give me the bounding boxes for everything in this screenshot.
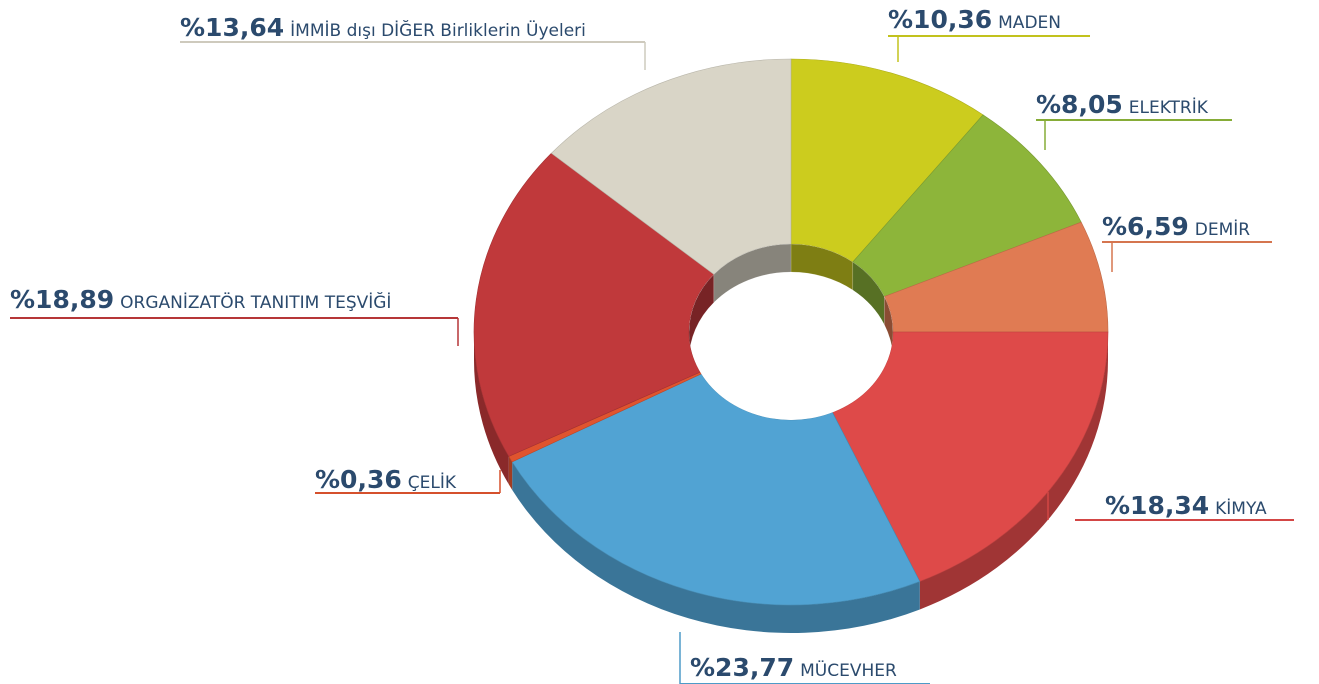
value-label: %23,77 (690, 653, 794, 682)
slice-label: %6,59 DEMİR (1102, 212, 1250, 241)
category-label: İMMİB dışı DİĞER Birliklerin Üyeleri (290, 19, 586, 41)
slice-side (919, 332, 1108, 610)
value-label: %18,34 (1105, 491, 1209, 520)
slice-label: %18,89 ORGANİZATÖR TANITIM TEŞVİĞİ (10, 285, 391, 314)
category-label: ORGANİZATÖR TANITIM TEŞVİĞİ (120, 291, 391, 313)
slice-label: %13,64 İMMİB dışı DİĞER Birliklerin Üyele… (180, 13, 586, 42)
hole-walls (689, 244, 893, 361)
slice-label: %23,77 MÜCEVHER (690, 653, 897, 682)
slice-label: %0,36 ÇELİK (315, 465, 457, 494)
slice-side (508, 456, 513, 490)
category-label: MADEN (998, 13, 1061, 33)
value-label: %13,64 (180, 13, 284, 42)
hole (689, 244, 893, 420)
value-label: %0,36 (315, 465, 402, 494)
value-label: %6,59 (1102, 212, 1189, 241)
slice-side (474, 332, 509, 485)
value-label: %18,89 (10, 285, 114, 314)
category-label: MÜCEVHER (800, 659, 897, 681)
category-label: ÇELİK (408, 472, 457, 493)
hole-wall (790, 244, 854, 291)
value-label: %10,36 (888, 5, 992, 34)
slice-side (512, 461, 920, 633)
category-label: KİMYA (1215, 498, 1267, 519)
category-label: ELEKTRİK (1129, 97, 1209, 118)
slice-label: %10,36 MADEN (888, 5, 1061, 34)
slice-label: %18,34 KİMYA (1105, 491, 1267, 520)
value-label: %8,05 (1036, 90, 1123, 119)
slice-label: %8,05 ELEKTRİK (1036, 90, 1209, 119)
slice (550, 58, 792, 275)
hole-wall (884, 296, 893, 361)
slice-sides (474, 332, 1108, 633)
category-label: DEMİR (1195, 219, 1251, 240)
hole-wall (713, 244, 792, 303)
slices (473, 58, 1109, 606)
hole-wall (852, 261, 885, 325)
